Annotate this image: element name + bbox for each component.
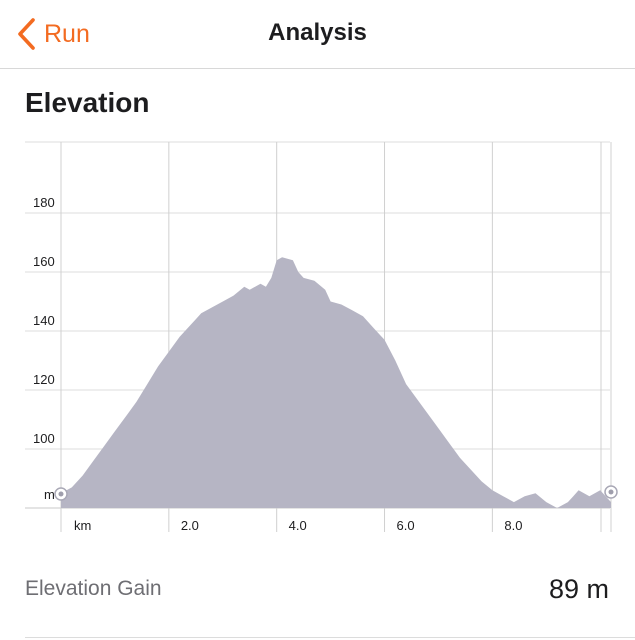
chevron-left-icon (18, 18, 35, 50)
elevation-gain-label: Elevation Gain (25, 577, 162, 600)
x-unit-label: km (74, 518, 91, 533)
y-tick-label: 100 (33, 431, 55, 446)
y-tick-label: 120 (33, 372, 55, 387)
y-unit-label: m (44, 487, 55, 502)
end-marker-dot (608, 489, 614, 495)
chart-markers (54, 485, 618, 501)
x-axis-labels: 2.0 4.0 6.0 8.0 (181, 518, 523, 533)
elevation-area (61, 257, 611, 508)
back-button-label: Run (44, 19, 90, 48)
y-tick-label: 180 (33, 195, 55, 210)
x-tick-label: 8.0 (504, 518, 522, 533)
elevation-chart: 100 120 140 160 180 2.0 4.0 6.0 8.0 m km (25, 141, 618, 533)
y-axis-labels: 100 120 140 160 180 (33, 195, 55, 446)
navigation-bar: Run Analysis (0, 0, 635, 69)
start-marker-dot (58, 491, 64, 497)
elevation-gain-value: 89 m (548, 574, 609, 604)
row-divider (25, 637, 635, 638)
x-tick-label: 2.0 (181, 518, 199, 533)
y-tick-label: 160 (33, 254, 55, 269)
section-title: Elevation (25, 87, 150, 118)
back-button[interactable]: Run (16, 16, 90, 52)
page-title: Analysis (268, 19, 367, 46)
x-tick-label: 6.0 (397, 518, 415, 533)
elevation-gain-row: Elevation Gain 89 m (0, 555, 635, 625)
x-tick-label: 4.0 (289, 518, 307, 533)
y-tick-label: 140 (33, 313, 55, 328)
